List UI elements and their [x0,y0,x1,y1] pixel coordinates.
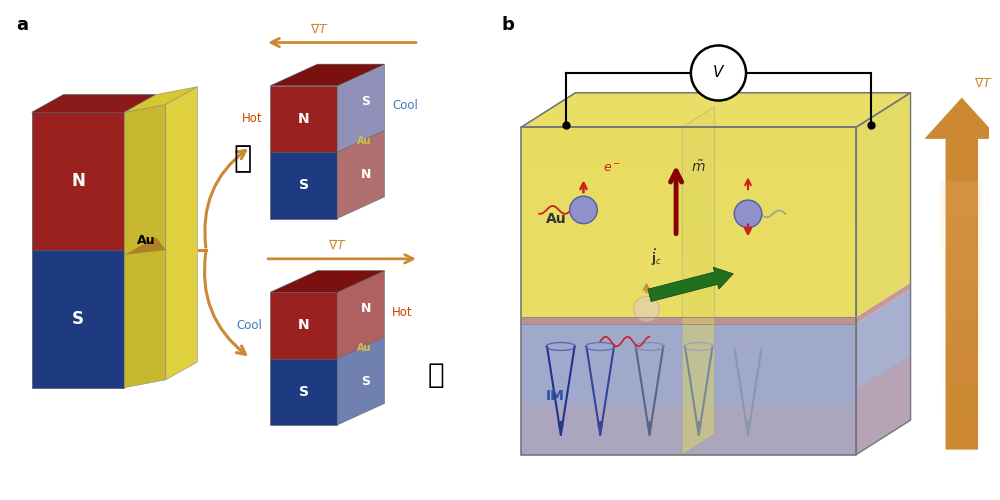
Polygon shape [521,286,856,292]
Circle shape [734,200,762,228]
Polygon shape [856,282,911,324]
Polygon shape [521,260,856,266]
Polygon shape [521,298,856,304]
Polygon shape [940,248,983,282]
Text: 🔥: 🔥 [427,360,444,388]
Polygon shape [940,282,983,316]
Text: N: N [361,302,371,314]
Text: N: N [71,172,85,190]
Polygon shape [270,270,384,292]
Text: IM: IM [546,388,565,402]
Text: a: a [16,16,28,34]
Polygon shape [940,182,983,215]
Polygon shape [682,106,715,455]
Text: $\nabla T$: $\nabla T$ [974,76,992,90]
Text: Au: Au [137,234,155,246]
Text: 🔥: 🔥 [233,144,252,174]
Polygon shape [521,254,856,260]
Polygon shape [337,64,384,152]
Polygon shape [521,317,856,324]
Text: S: S [299,385,309,399]
FancyArrow shape [648,267,733,302]
Polygon shape [124,87,197,112]
Polygon shape [521,279,856,285]
Polygon shape [521,127,856,317]
Polygon shape [856,92,911,317]
Polygon shape [856,289,911,454]
Text: Cool: Cool [236,319,262,332]
Circle shape [691,46,746,100]
Polygon shape [856,354,911,454]
Polygon shape [124,237,166,255]
Polygon shape [940,215,983,248]
Polygon shape [521,248,856,254]
Polygon shape [166,87,197,380]
Polygon shape [337,130,384,218]
Text: S: S [361,374,370,388]
Text: S: S [361,95,370,108]
FancyArrow shape [924,98,999,450]
Polygon shape [521,304,856,310]
Polygon shape [270,358,337,425]
Polygon shape [32,94,156,112]
Polygon shape [521,92,911,127]
Polygon shape [521,272,856,279]
Circle shape [634,296,659,322]
Polygon shape [521,266,856,272]
Polygon shape [270,86,337,152]
Text: $\nabla T$: $\nabla T$ [310,22,329,36]
Text: $e^-$: $e^-$ [603,162,622,174]
Text: N: N [298,112,309,126]
Polygon shape [124,104,166,388]
Text: Au: Au [357,136,371,146]
Text: Hot: Hot [242,112,262,126]
Polygon shape [32,250,124,388]
Polygon shape [521,310,856,317]
Polygon shape [32,112,124,250]
Text: N: N [298,318,309,332]
Polygon shape [337,270,384,358]
Circle shape [570,196,597,224]
Text: Cool: Cool [392,100,418,112]
Polygon shape [521,406,856,454]
Text: $\tilde{m}$: $\tilde{m}$ [691,160,705,176]
Polygon shape [940,316,983,349]
Text: V: V [713,66,724,80]
Text: Au: Au [546,212,567,226]
Polygon shape [270,152,337,218]
Polygon shape [337,337,384,425]
Polygon shape [521,292,856,298]
Text: $\nabla T$: $\nabla T$ [328,238,347,252]
Polygon shape [521,241,856,248]
Text: N: N [361,168,371,181]
Text: S: S [72,310,84,328]
Polygon shape [521,324,856,454]
Text: S: S [299,178,309,192]
Polygon shape [270,292,337,358]
Polygon shape [270,64,384,86]
Text: Au: Au [357,343,371,353]
Text: Hot: Hot [392,306,413,319]
Text: b: b [502,16,515,34]
Text: $\mathbf{\dot{j}}_c$: $\mathbf{\dot{j}}_c$ [651,248,662,268]
